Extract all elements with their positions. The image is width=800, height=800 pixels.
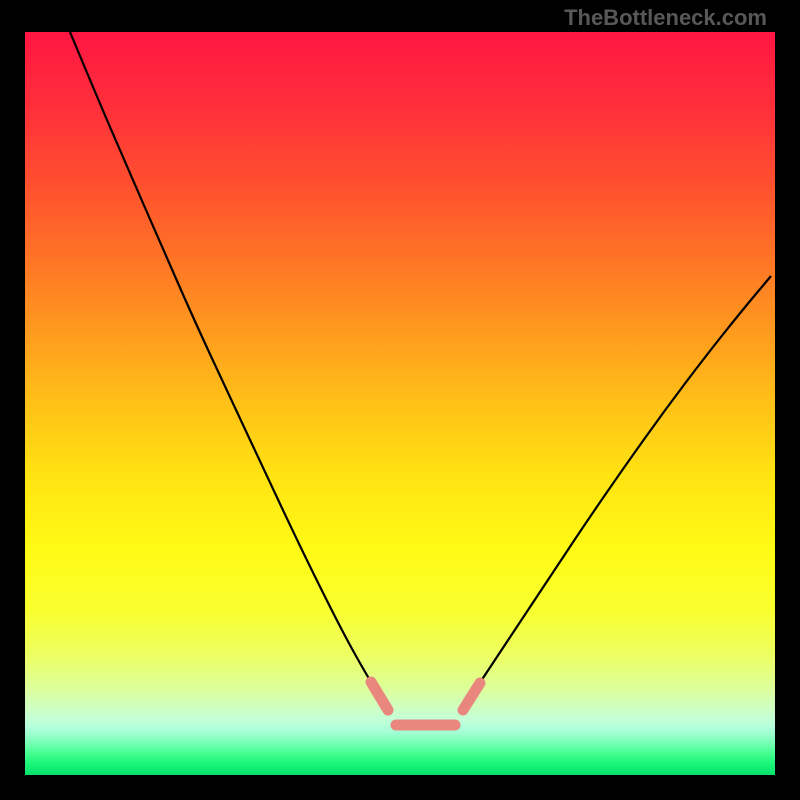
plot-area — [25, 32, 775, 775]
left-curve — [70, 32, 385, 704]
chart-frame: TheBottleneck.com — [0, 0, 800, 800]
left-descender-dash — [371, 682, 388, 710]
curve-layer — [25, 32, 775, 775]
right-ascender-dash — [463, 683, 480, 710]
right-curve — [465, 276, 771, 704]
watermark-text: TheBottleneck.com — [564, 5, 767, 31]
